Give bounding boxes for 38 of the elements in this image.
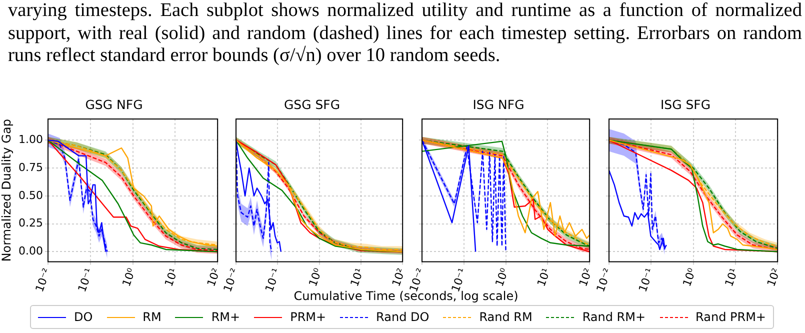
x-tick-label: 10¹	[162, 266, 181, 288]
chart-title: ISG NFG	[472, 96, 524, 112]
x-tick-label: 10⁰	[306, 266, 326, 288]
y-tick-label: 1.00	[18, 133, 43, 146]
y-tick-label: 0.75	[18, 160, 43, 174]
x-tick-label: 10⁻²	[33, 266, 54, 294]
y-tick-label: 0.25	[18, 216, 43, 230]
x-tick-label: 10²	[764, 266, 784, 288]
y-tick-label: 0.50	[18, 188, 43, 202]
x-tick-label: 10⁰	[680, 266, 700, 288]
legend-label: RM	[142, 310, 162, 324]
x-tick-label: 10²	[204, 266, 224, 288]
text: varying timesteps. Each subplot shows normalized utility and runtime as a function of normalized support, with real (solid) and random (dashed) lines for each timestep setting. Errorbars on random runs reflect standard error bounds (σ/√n) over 10 random seeds.	[8, 0, 802, 68]
x-tick-label: 10²	[576, 266, 596, 288]
y-tick-label: 0.00	[18, 244, 43, 258]
legend-label: Rand PRM+	[696, 310, 766, 324]
x-tick-label: 10⁻¹	[75, 266, 96, 294]
chart-title: GSG SFG	[284, 96, 340, 112]
x-tick-label: 10⁰	[492, 266, 512, 288]
legend-label: PRM+	[290, 310, 326, 324]
legend-label: Rand DO	[376, 310, 430, 324]
x-tick-label: 10¹	[722, 266, 741, 288]
x-tick-label: 10¹	[348, 266, 366, 288]
x-tick-label: 10¹	[534, 266, 554, 288]
chart-title: GSG NFG	[85, 96, 143, 112]
legend-label: DO	[74, 310, 93, 324]
x-tick-label: 10⁻¹	[636, 266, 657, 294]
legend-label: Rand RM+	[582, 310, 646, 324]
x-tick-label: 10⁻²	[407, 266, 428, 294]
y-axis-title: Normalized Duality Gap	[0, 119, 14, 262]
x-tick-label: 10⁻²	[221, 266, 242, 294]
chart-title: ISG SFG	[660, 96, 711, 112]
x-tick-label: 10⁻¹	[262, 266, 284, 294]
x-tick-label: 10⁰	[120, 266, 139, 288]
legend-label: Rand RM	[479, 310, 532, 324]
x-tick-label: 10⁻²	[594, 266, 615, 294]
legend-label: RM+	[211, 310, 240, 324]
x-tick-label: 10²	[390, 266, 408, 288]
